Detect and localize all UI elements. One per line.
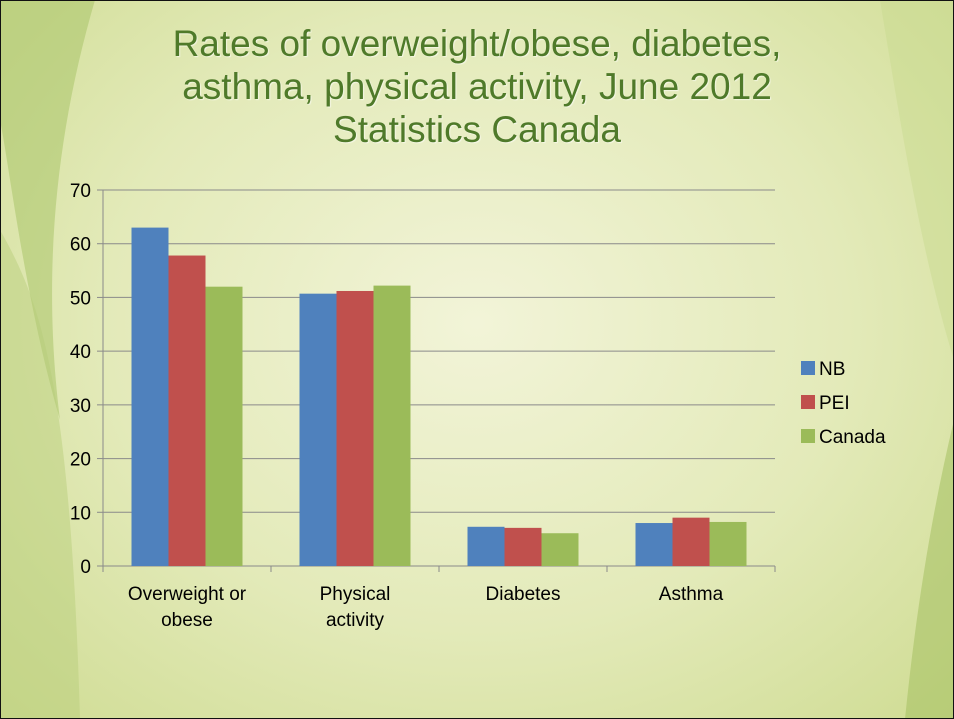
title-line-2: asthma, physical activity, June 2012 bbox=[182, 66, 772, 107]
title-line-1: Rates of overweight/obese, diabetes, bbox=[172, 23, 782, 64]
x-category-label: Physical bbox=[320, 584, 391, 605]
legend-swatch-canada bbox=[801, 429, 815, 443]
legend-label-canada: Canada bbox=[819, 427, 886, 448]
legend-label-nb: NB bbox=[819, 359, 845, 380]
bar-canada-2 bbox=[541, 533, 579, 566]
bar-nb-1 bbox=[299, 293, 337, 566]
y-tick-label: 30 bbox=[70, 396, 91, 417]
y-tick-label: 0 bbox=[80, 557, 91, 578]
y-tick-label: 50 bbox=[70, 288, 91, 309]
y-tick-label: 70 bbox=[70, 181, 91, 202]
x-category-label: obese bbox=[161, 610, 213, 631]
y-tick-label: 40 bbox=[70, 342, 91, 363]
y-tick-label: 60 bbox=[70, 235, 91, 256]
bar-pei-1 bbox=[336, 290, 374, 566]
bar-nb-0 bbox=[131, 227, 169, 566]
x-category-label: Overweight or bbox=[128, 584, 247, 605]
y-tick-label: 10 bbox=[70, 503, 91, 524]
x-category-label: activity bbox=[326, 610, 385, 631]
legend-swatch-pei bbox=[801, 395, 815, 409]
bar-pei-2 bbox=[504, 527, 542, 566]
title-line-3: Statistics Canada bbox=[333, 109, 621, 150]
bar-canada-1 bbox=[373, 285, 411, 566]
legend-swatch-nb bbox=[801, 361, 815, 375]
bar-pei-3 bbox=[672, 517, 710, 566]
bar-pei-0 bbox=[168, 255, 206, 566]
y-tick-label: 20 bbox=[70, 450, 91, 471]
bar-nb-3 bbox=[635, 523, 673, 566]
x-category-label: Diabetes bbox=[486, 584, 561, 605]
legend-label-pei: PEI bbox=[819, 393, 850, 414]
bar-canada-3 bbox=[709, 521, 747, 566]
x-category-label: Asthma bbox=[659, 584, 724, 605]
slide-title: Rates of overweight/obese, diabetes, ast… bbox=[100, 22, 854, 151]
bar-canada-0 bbox=[205, 286, 243, 566]
bar-nb-2 bbox=[467, 526, 505, 566]
